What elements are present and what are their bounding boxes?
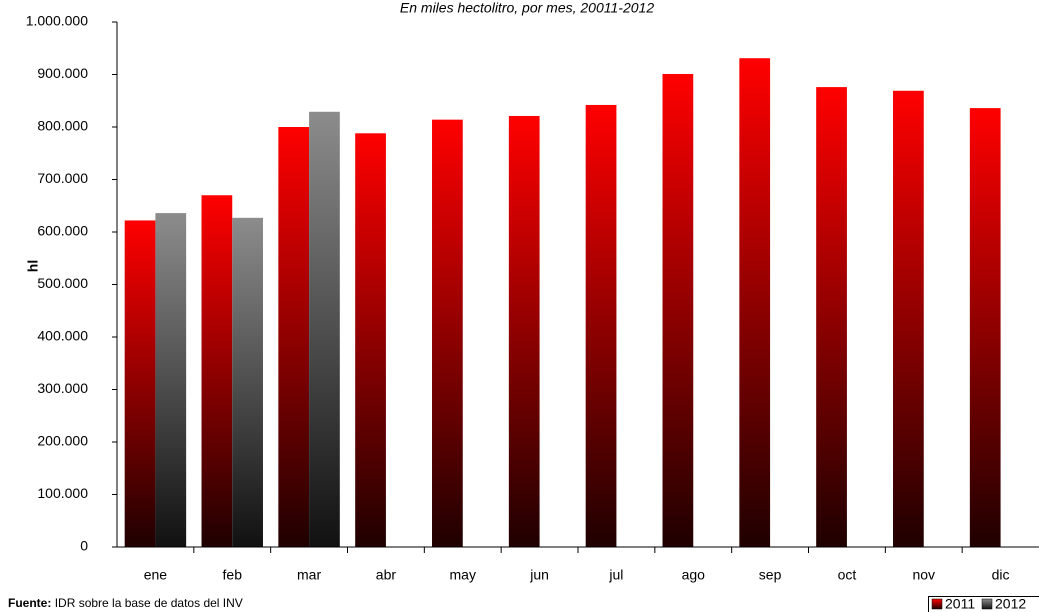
legend-label: 2012 bbox=[995, 596, 1026, 612]
x-tick-label: mar bbox=[297, 567, 321, 583]
y-axis-label: hl bbox=[25, 260, 41, 272]
y-tick-label: 400.000 bbox=[37, 328, 88, 344]
y-tick-label: 300.000 bbox=[37, 380, 88, 396]
bar bbox=[278, 127, 310, 547]
bar bbox=[355, 133, 386, 548]
bar bbox=[969, 108, 1001, 547]
bar bbox=[816, 87, 847, 547]
bar bbox=[739, 58, 771, 547]
chart-subtitle: En miles hectolitro, por mes, 20011-2012 bbox=[400, 0, 654, 16]
bar bbox=[585, 104, 617, 547]
x-tick-label: abr bbox=[376, 567, 397, 583]
source-label: Fuente: bbox=[8, 596, 51, 610]
legend-label: 2011 bbox=[945, 596, 975, 612]
x-tick-label: oct bbox=[838, 567, 857, 583]
bar bbox=[155, 213, 187, 547]
y-tick-label: 800.000 bbox=[37, 118, 88, 134]
legend-swatch bbox=[981, 598, 993, 610]
y-tick-label: 900.000 bbox=[37, 65, 88, 81]
bar bbox=[662, 73, 694, 547]
legend: 2011 2012 bbox=[928, 596, 1039, 612]
bar bbox=[893, 90, 924, 548]
x-tick-label: nov bbox=[912, 567, 935, 583]
y-tick-label: 1.000.000 bbox=[26, 13, 88, 29]
bar bbox=[232, 217, 263, 547]
bar bbox=[124, 220, 156, 547]
bar bbox=[508, 115, 540, 547]
y-tick-label: 600.000 bbox=[37, 223, 88, 239]
x-tick-label: ene bbox=[144, 567, 168, 583]
y-tick-label: 0 bbox=[80, 538, 88, 554]
x-tick-label: feb bbox=[223, 567, 243, 583]
x-tick-label: sep bbox=[759, 567, 782, 583]
x-tick-label: jul bbox=[608, 567, 623, 583]
bar bbox=[432, 119, 463, 548]
source-text: IDR sobre la base de datos del INV bbox=[55, 596, 243, 610]
source-note: Fuente: IDR sobre la base de datos del I… bbox=[8, 596, 243, 610]
y-tick-label: 100.000 bbox=[37, 485, 88, 501]
y-tick-label: 700.000 bbox=[37, 170, 88, 186]
x-tick-label: dic bbox=[992, 567, 1010, 583]
x-tick-label: jun bbox=[529, 567, 549, 583]
bar bbox=[201, 195, 233, 547]
legend-swatch bbox=[931, 598, 943, 610]
x-tick-label: ago bbox=[682, 567, 706, 583]
x-tick-label: may bbox=[450, 567, 476, 583]
y-tick-label: 200.000 bbox=[37, 433, 88, 449]
y-tick-label: 500.000 bbox=[37, 275, 88, 291]
bar bbox=[309, 111, 340, 548]
